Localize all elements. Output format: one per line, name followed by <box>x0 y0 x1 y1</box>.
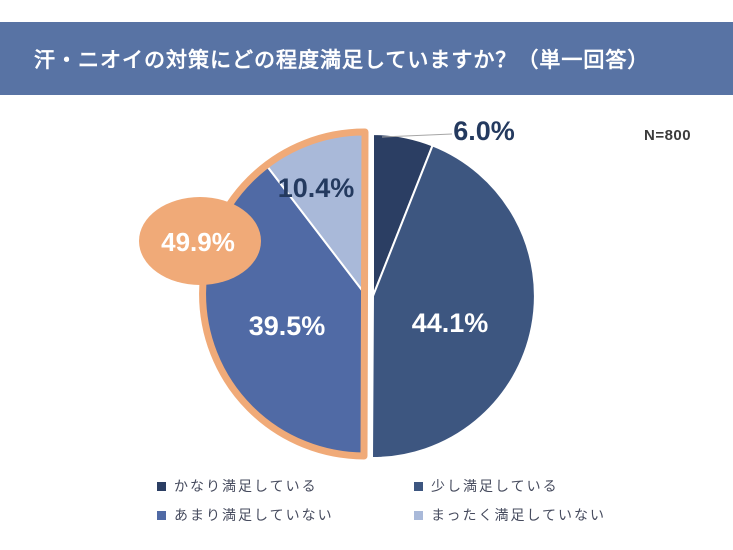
leader-line <box>381 133 453 138</box>
legend-marker-icon <box>414 510 423 520</box>
legend-item-3: まったく満足していない <box>414 505 606 525</box>
legend-marker-icon <box>414 481 423 491</box>
slice-value-label-0: 6.0% <box>453 116 515 146</box>
legend-label: あまり満足していない <box>174 507 334 523</box>
title-banner: 汗・ニオイの対策にどの程度満足していますか？（単一回答） <box>0 22 733 95</box>
sample-size-label: N=800 <box>644 127 692 144</box>
legend-item-2: あまり満足していない <box>157 505 414 525</box>
slice-value-label-1: 44.1% <box>412 308 489 338</box>
highlight-bubble <box>139 197 261 285</box>
slice-value-label-3: 10.4% <box>278 173 355 203</box>
legend-marker-icon <box>157 510 166 520</box>
legend-label: かなり満足している <box>174 478 318 494</box>
highlight-bubble-label: 49.9% <box>161 227 235 257</box>
chart-title: 汗・ニオイの対策にどの程度満足していますか？（単一回答） <box>34 48 650 72</box>
legend-label: まったく満足していない <box>431 507 607 523</box>
highlight-outline <box>199 128 369 460</box>
pie-slice-1 <box>371 144 536 460</box>
legend-marker-icon <box>157 481 166 491</box>
slice-value-label-2: 39.5% <box>249 311 326 341</box>
legend: かなり満足している 少し満足しているあまり満足していない まったく満足していない <box>157 476 606 525</box>
legend-item-0: かなり満足している <box>157 476 414 496</box>
legend-item-1: 少し満足している <box>414 476 606 496</box>
legend-label: 少し満足している <box>431 478 559 494</box>
